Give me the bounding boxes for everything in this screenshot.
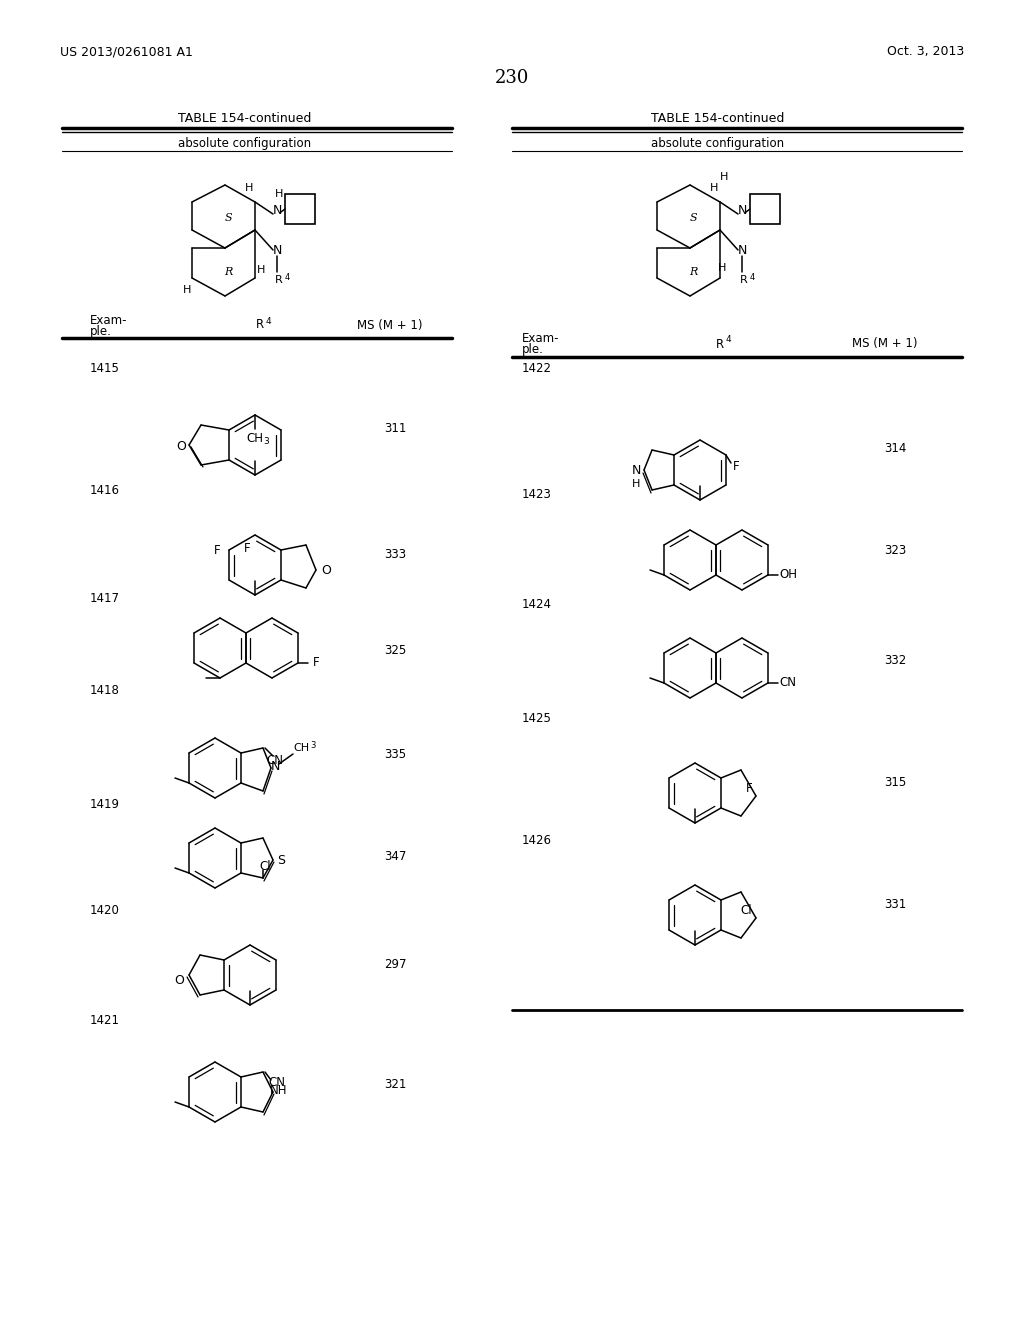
Text: 1415: 1415 <box>90 362 120 375</box>
Text: 4: 4 <box>265 317 270 326</box>
Text: S: S <box>276 854 285 866</box>
Text: 1421: 1421 <box>90 1014 120 1027</box>
Text: 335: 335 <box>384 748 407 762</box>
Text: 297: 297 <box>384 958 407 972</box>
Text: 1422: 1422 <box>522 362 552 375</box>
Text: O: O <box>176 440 186 453</box>
Text: N: N <box>737 243 746 256</box>
Text: 230: 230 <box>495 69 529 87</box>
Text: 1425: 1425 <box>522 711 552 725</box>
Text: F: F <box>732 461 739 474</box>
Text: MS (M + 1): MS (M + 1) <box>852 338 918 351</box>
Text: F: F <box>214 544 220 557</box>
Text: Exam-: Exam- <box>522 331 559 345</box>
Text: R: R <box>224 267 232 277</box>
Text: R: R <box>716 338 724 351</box>
Text: MS (M + 1): MS (M + 1) <box>357 318 423 331</box>
Text: 1419: 1419 <box>90 799 120 812</box>
Text: Oct. 3, 2013: Oct. 3, 2013 <box>887 45 964 58</box>
Text: R: R <box>275 275 283 285</box>
Text: H: H <box>632 479 640 488</box>
Text: N: N <box>272 243 282 256</box>
Text: 1420: 1420 <box>90 903 120 916</box>
Text: 3: 3 <box>263 437 269 446</box>
Text: N: N <box>272 203 282 216</box>
Text: F: F <box>244 543 250 556</box>
Text: US 2013/0261081 A1: US 2013/0261081 A1 <box>60 45 193 58</box>
Text: R: R <box>689 267 697 277</box>
Text: 315: 315 <box>884 776 906 789</box>
Text: ple.: ple. <box>522 343 544 356</box>
Text: N: N <box>737 203 746 216</box>
Text: absolute configuration: absolute configuration <box>651 137 784 150</box>
Bar <box>285 194 315 224</box>
Text: H: H <box>274 189 284 199</box>
Text: 332: 332 <box>884 653 906 667</box>
Text: R: R <box>256 318 264 331</box>
Text: O: O <box>174 974 184 986</box>
Text: 1416: 1416 <box>90 483 120 496</box>
Text: CN: CN <box>779 676 797 689</box>
Text: absolute configuration: absolute configuration <box>178 137 311 150</box>
Text: NH: NH <box>270 1084 288 1097</box>
Text: CH: CH <box>293 743 309 752</box>
Text: OH: OH <box>779 569 797 582</box>
Text: F: F <box>312 656 319 669</box>
Text: H: H <box>710 183 718 193</box>
Text: 1423: 1423 <box>522 488 552 502</box>
Text: S: S <box>224 213 231 223</box>
Text: 4: 4 <box>750 272 755 281</box>
Text: 1418: 1418 <box>90 684 120 697</box>
Text: Exam-: Exam- <box>90 314 128 326</box>
Text: 347: 347 <box>384 850 407 863</box>
Text: 1426: 1426 <box>522 833 552 846</box>
Text: 321: 321 <box>384 1078 407 1092</box>
Text: H: H <box>718 263 726 273</box>
Text: 4: 4 <box>725 335 731 345</box>
Text: 314: 314 <box>884 441 906 454</box>
Text: TABLE 154-continued: TABLE 154-continued <box>178 111 311 124</box>
Text: CN: CN <box>268 1076 286 1089</box>
Text: Cl: Cl <box>259 859 270 873</box>
Text: H: H <box>257 265 265 275</box>
Text: 4: 4 <box>285 272 290 281</box>
Text: H: H <box>245 183 253 193</box>
Text: 3: 3 <box>310 741 315 750</box>
Text: S: S <box>689 213 696 223</box>
Text: 1417: 1417 <box>90 591 120 605</box>
Text: N: N <box>632 463 641 477</box>
Text: ple.: ple. <box>90 326 112 338</box>
Text: 333: 333 <box>384 549 407 561</box>
Text: 331: 331 <box>884 899 906 912</box>
Text: O: O <box>322 564 331 577</box>
Text: H: H <box>720 172 728 182</box>
Text: N: N <box>270 759 280 772</box>
Text: F: F <box>745 781 753 795</box>
Text: CH: CH <box>247 433 263 446</box>
Text: 311: 311 <box>384 421 407 434</box>
Text: 323: 323 <box>884 544 906 557</box>
Text: R: R <box>740 275 748 285</box>
Text: CN: CN <box>266 754 284 767</box>
Text: 325: 325 <box>384 644 407 656</box>
Text: TABLE 154-continued: TABLE 154-continued <box>651 111 784 124</box>
Text: H: H <box>183 285 191 294</box>
Text: Cl: Cl <box>740 903 752 916</box>
Text: 1424: 1424 <box>522 598 552 611</box>
Bar <box>750 194 780 224</box>
